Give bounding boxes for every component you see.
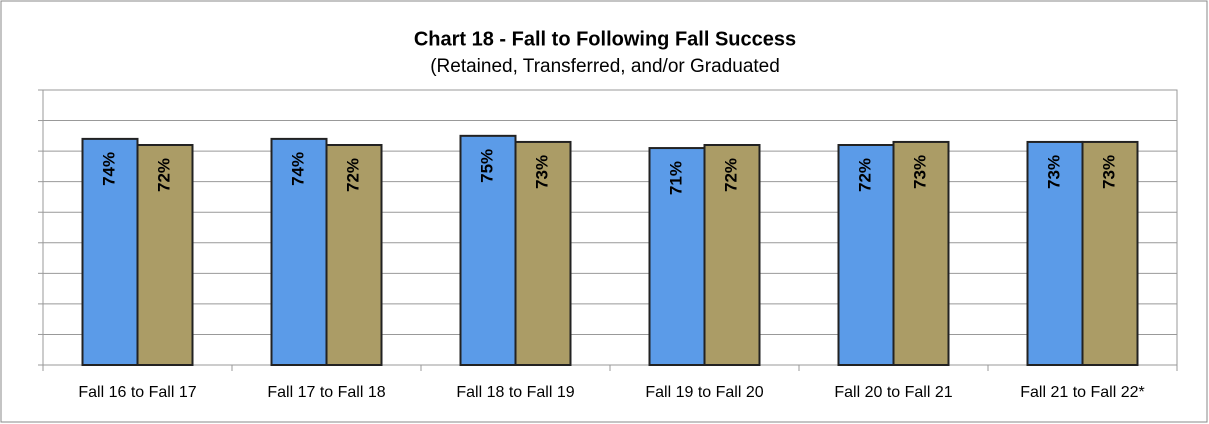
value-label: 74% <box>99 152 118 186</box>
value-label: 75% <box>477 149 496 183</box>
bar <box>892 140 950 366</box>
bar <box>270 137 328 366</box>
x-tick-label: Fall 21 to Fall 22* <box>1020 384 1145 401</box>
value-label: 74% <box>288 152 307 186</box>
value-label: 72% <box>721 158 740 192</box>
x-tick-label: Fall 20 to Fall 21 <box>834 384 952 401</box>
value-label: 72% <box>855 158 874 192</box>
value-label: 71% <box>666 161 685 195</box>
bar <box>514 140 572 366</box>
bar <box>136 144 194 366</box>
bar <box>703 144 761 366</box>
x-tick-label: Fall 18 to Fall 19 <box>456 384 574 401</box>
value-label: 72% <box>154 158 173 192</box>
value-label: 73% <box>1044 155 1063 189</box>
chart-title: Chart 18 - Fall to Following Fall Succes… <box>414 28 796 50</box>
plot-area <box>42 89 1178 366</box>
x-tick-label: Fall 19 to Fall 20 <box>645 384 763 401</box>
chart-subtitle: (Retained, Transferred, and/or Graduated <box>430 56 780 77</box>
bar <box>325 144 383 366</box>
value-label: 73% <box>1099 155 1118 189</box>
bar <box>837 144 895 366</box>
value-label: 72% <box>343 158 362 192</box>
x-tick-label: Fall 16 to Fall 17 <box>78 384 196 401</box>
bar <box>1081 140 1139 366</box>
x-tick-label: Fall 17 to Fall 18 <box>267 384 385 401</box>
bar <box>1026 140 1084 366</box>
value-label: 73% <box>910 155 929 189</box>
bar <box>648 147 706 366</box>
value-label: 73% <box>532 155 551 189</box>
